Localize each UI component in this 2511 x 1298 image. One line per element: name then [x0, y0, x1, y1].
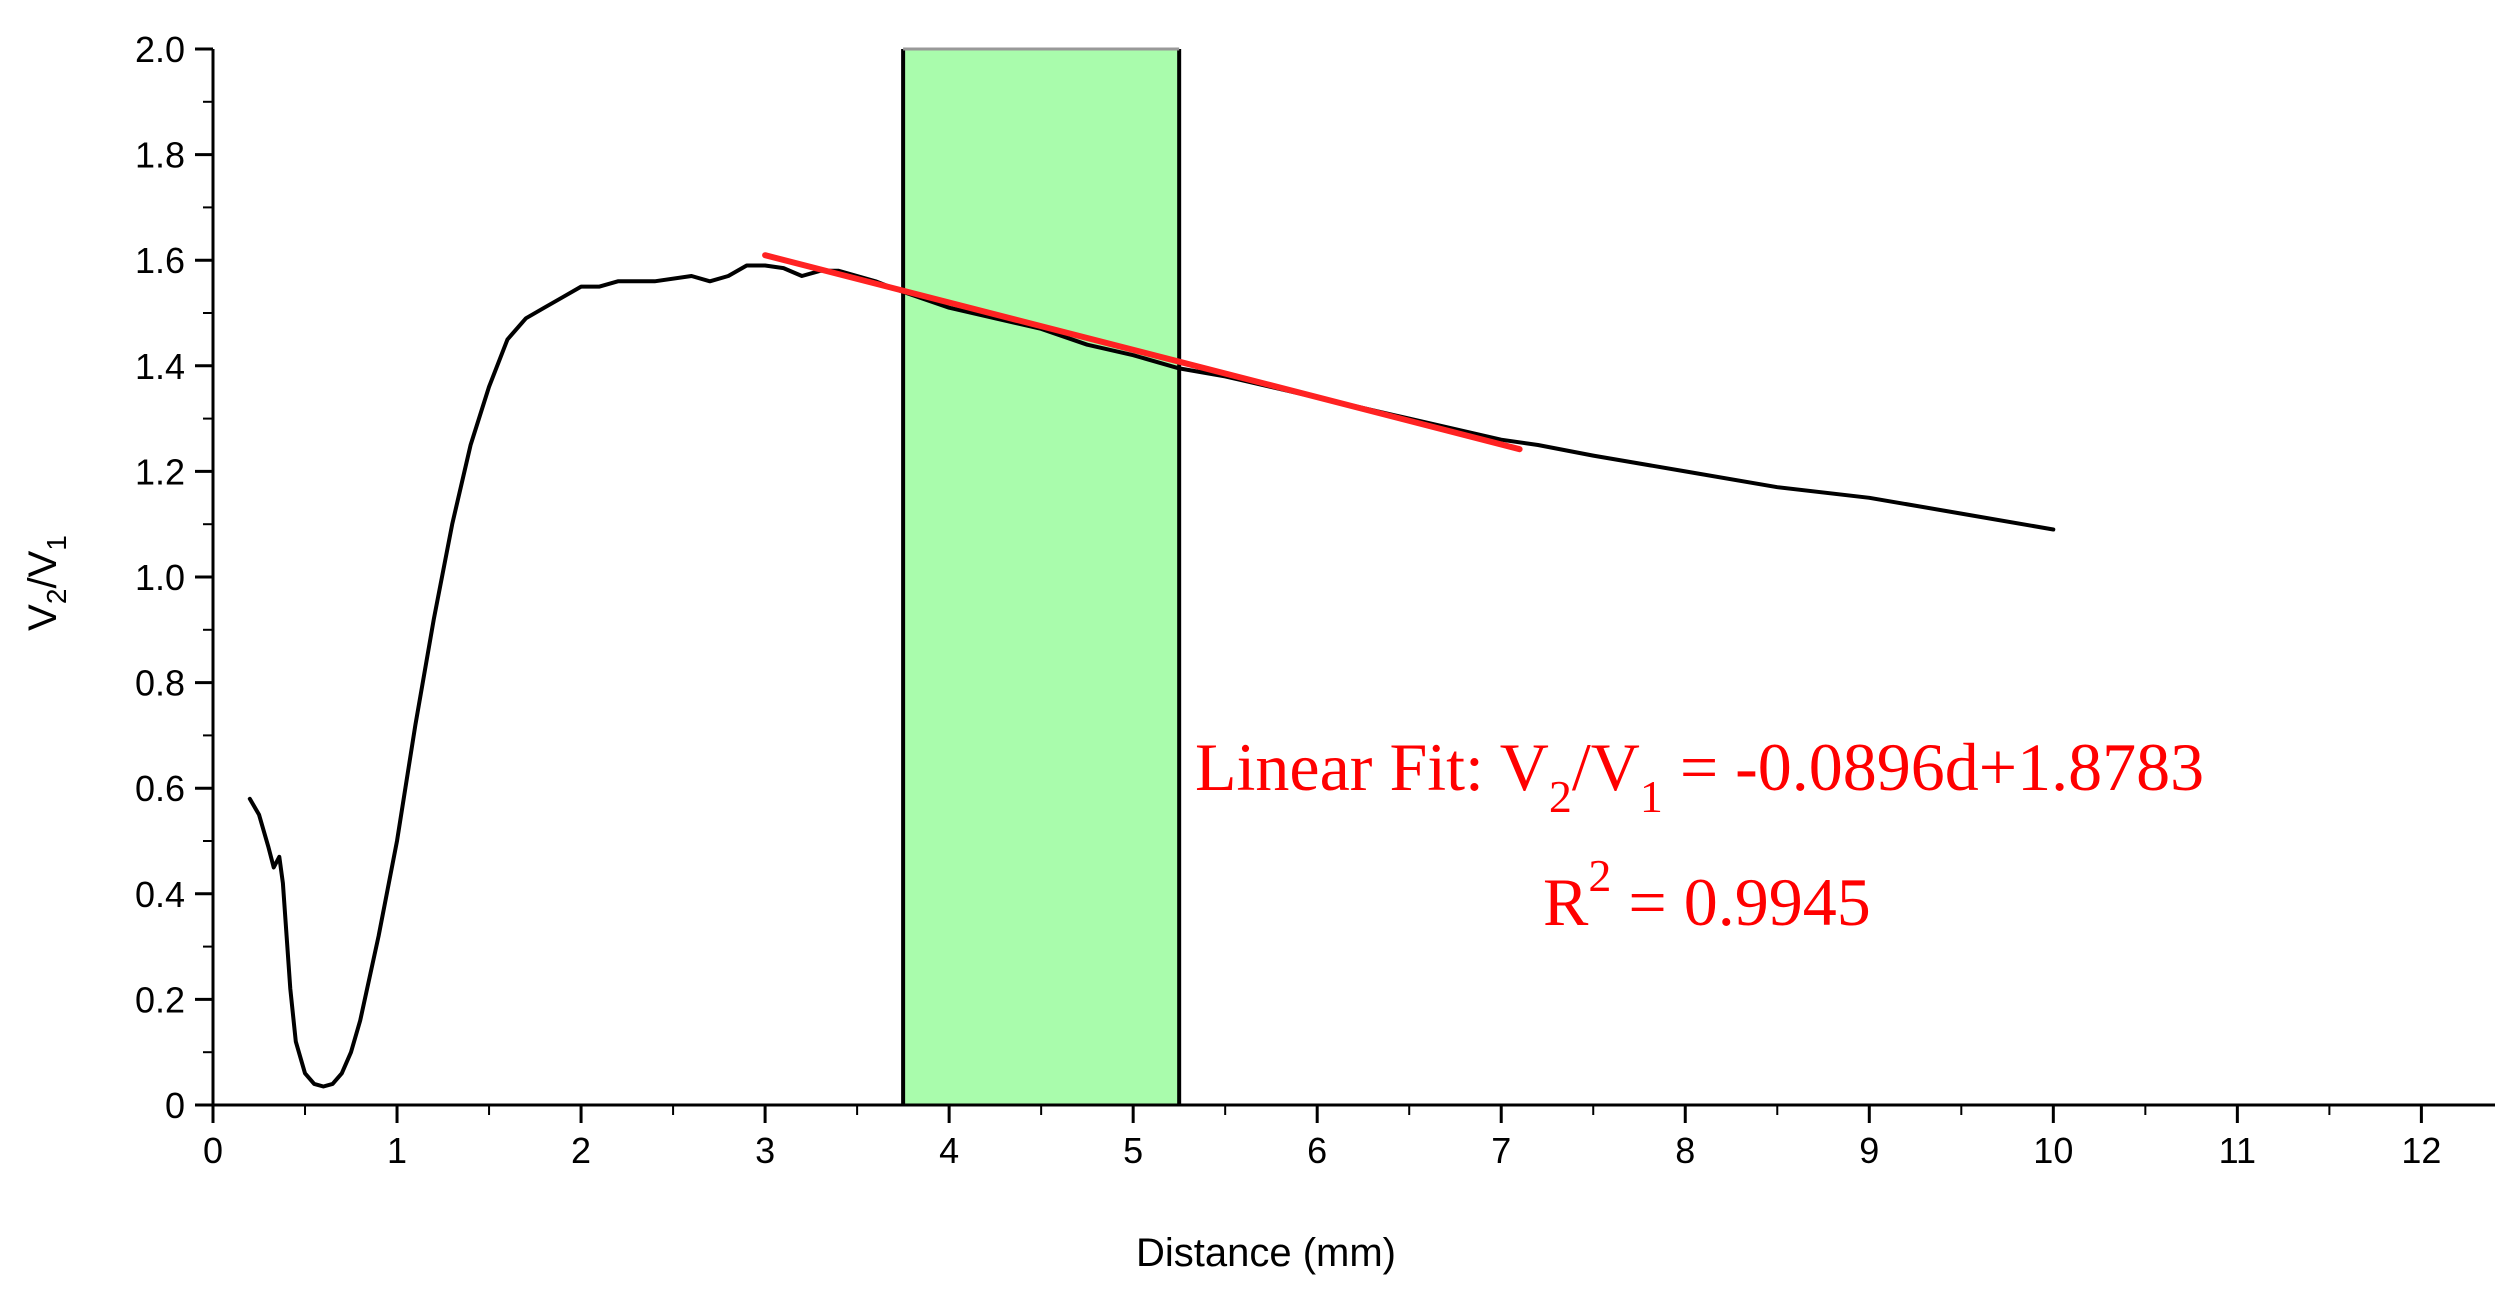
fit-equation-suffix: = -0.0896d+1.8783: [1663, 729, 2204, 805]
y-tick-label: 0.6: [135, 768, 185, 809]
y-tick-label: 1.2: [135, 451, 185, 492]
x-tick-label: 10: [2033, 1130, 2073, 1171]
highlight-region: [903, 49, 1180, 1105]
fit-equation-sub1: 2: [1549, 771, 1572, 822]
y-tick-label: 1.8: [135, 135, 185, 176]
y-axis-title-sub2: 1: [41, 535, 72, 551]
fit-equation-prefix: Linear Fit: V: [1195, 729, 1549, 805]
y-tick-label: 1.0: [135, 557, 185, 598]
y-tick-label: 1.6: [135, 240, 185, 281]
x-tick-label: 7: [1491, 1130, 1511, 1171]
linear-fit-line: [762, 252, 1523, 453]
y-axis-title-mid: /V: [21, 550, 65, 588]
fit-equation-mid: /V: [1572, 729, 1640, 805]
x-tick-label: 8: [1675, 1130, 1695, 1171]
x-tick-label: 1: [387, 1130, 407, 1171]
x-tick-label: 12: [2401, 1130, 2441, 1171]
y-axis-title: V2/V1: [21, 535, 72, 631]
x-axis-title: Distance (mm): [1136, 1231, 1396, 1275]
y-axis-title-sub1: 2: [41, 589, 72, 605]
x-tick-label: 0: [203, 1130, 223, 1171]
r-squared-suffix: = 0.9945: [1611, 864, 1870, 940]
r-squared-main: R: [1543, 864, 1589, 940]
r-squared-annotation: R2 = 0.9945: [1543, 850, 1871, 940]
fit-equation-annotation: Linear Fit: V2/V1 = -0.0896d+1.8783: [1195, 729, 2204, 822]
x-tick-label: 4: [939, 1130, 959, 1171]
y-tick-label: 0: [165, 1085, 185, 1126]
series-layer: [247, 252, 2056, 1089]
x-tick-label: 9: [1859, 1130, 1879, 1171]
x-tick-label: 2: [571, 1130, 591, 1171]
y-tick-label: 0.4: [135, 874, 185, 915]
y-tick-label: 1.4: [135, 346, 185, 387]
x-tick-label: 3: [755, 1130, 775, 1171]
highlight-region-layer: [901, 47, 1182, 1105]
y-tick-label: 2.0: [135, 29, 185, 70]
y-axis-title-main: V: [21, 604, 65, 631]
y-tick-label: 0.2: [135, 979, 185, 1020]
r-squared-sup: 2: [1588, 850, 1611, 901]
x-tick-label: 11: [2219, 1130, 2256, 1171]
y-tick-label: 0.8: [135, 663, 185, 704]
axis-layer: 0 1 2 3 4 5 6 7 8 9 10 11 1200.20.40.60.81.01.21.41.…: [135, 29, 2495, 1171]
x-tick-label: 6: [1307, 1130, 1327, 1171]
fit-equation-sub2: 1: [1640, 771, 1663, 822]
x-tick-label: 5: [1123, 1130, 1143, 1171]
